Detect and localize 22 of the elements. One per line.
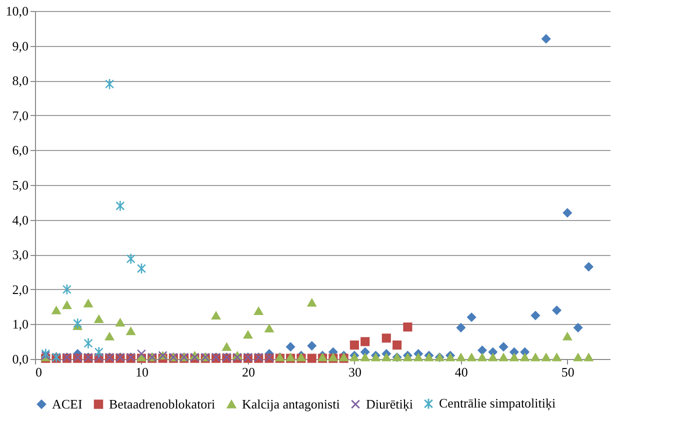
y-tick-label: 3,0 bbox=[12, 247, 28, 262]
y-tick-label: 7,0 bbox=[12, 108, 28, 123]
x-tick-label: 40 bbox=[454, 364, 468, 380]
y-tick-label: 0,0 bbox=[12, 352, 28, 366]
y-tick-label: 4,0 bbox=[12, 212, 28, 228]
legend-label: Betaadrenoblokatori bbox=[109, 396, 216, 412]
y-tick-label: 9,0 bbox=[12, 38, 28, 54]
legend-label: Centrālie simpatolitiķi bbox=[439, 396, 556, 411]
y-tick-label: 2,0 bbox=[12, 282, 28, 297]
x-tick-label: 0 bbox=[36, 364, 42, 380]
x-tick-label: 30 bbox=[348, 364, 362, 380]
y-tick-label: 5,0 bbox=[12, 178, 28, 192]
y-tick-label: 10,0 bbox=[6, 4, 28, 18]
legend-label: Kalcija antagonisti bbox=[242, 396, 340, 412]
x-tick-label: 10 bbox=[135, 364, 148, 380]
y-tick-label: 1,0 bbox=[12, 316, 28, 332]
x-tick-label: 20 bbox=[242, 364, 255, 380]
x-tick-label: 50 bbox=[561, 364, 574, 380]
y-tick-label: 8,0 bbox=[12, 73, 28, 88]
legend-label: ACEI bbox=[52, 396, 82, 412]
legend-label: Diurētiķi bbox=[366, 396, 414, 412]
y-tick-label: 6,0 bbox=[12, 142, 28, 158]
